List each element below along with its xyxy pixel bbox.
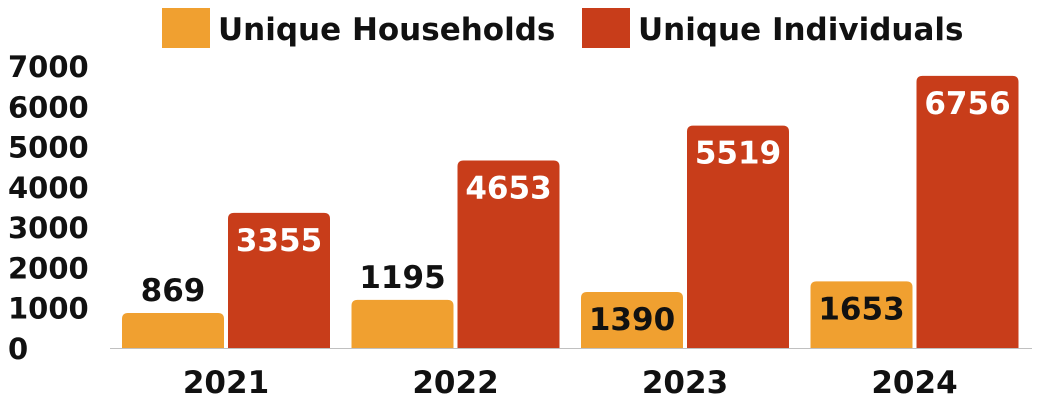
legend: Unique Households Unique Individuals: [162, 8, 963, 48]
y-tick-label: 2000: [8, 251, 89, 285]
data-label-individuals-2021: 3355: [236, 223, 322, 259]
bar-households-2021: [122, 312, 224, 348]
y-tick-label: 5000: [8, 131, 89, 165]
data-label-individuals-2022: 4653: [465, 171, 551, 207]
y-tick-label: 1000: [8, 292, 89, 326]
data-label-households-2023: 1390: [589, 302, 675, 338]
x-category-label: 2022: [412, 365, 498, 400]
legend-label-0: Unique Households: [218, 12, 555, 48]
data-label-households-2021: 869: [141, 273, 206, 309]
legend-label-1: Unique Individuals: [638, 12, 963, 48]
bar-individuals-2022: [457, 160, 560, 348]
bar-individuals-2021: [228, 212, 330, 348]
legend-swatch-1: [582, 8, 630, 48]
bar-individuals-2023: [687, 125, 789, 348]
bars: 869 3355 1195 4653 1390 5519 1653 6756: [122, 75, 1019, 348]
y-tick-label: 6000: [8, 90, 89, 124]
y-tick-label: 3000: [8, 211, 89, 245]
bar-households-2023: [581, 292, 683, 348]
data-label-individuals-2023: 5519: [695, 136, 781, 172]
legend-swatch-0: [162, 8, 210, 48]
data-label-households-2024: 1653: [818, 291, 904, 327]
x-category-label: 2021: [183, 365, 269, 400]
data-label-households-2022: 1195: [359, 260, 445, 296]
bar-households-2022: [351, 299, 454, 348]
data-label-individuals-2024: 6756: [924, 86, 1010, 122]
x-category-label: 2024: [871, 365, 957, 400]
bar-individuals-2024: [916, 75, 1019, 348]
y-axis: 0 1000 2000 3000 4000 5000 6000 7000: [8, 50, 89, 366]
y-tick-label: 0: [8, 332, 28, 366]
y-tick-label: 4000: [8, 171, 89, 205]
bar-households-2024: [810, 281, 913, 348]
y-tick-label: 7000: [8, 50, 89, 84]
x-axis: 2021 2022 2023 2024: [110, 348, 1032, 400]
x-category-label: 2023: [642, 365, 728, 400]
